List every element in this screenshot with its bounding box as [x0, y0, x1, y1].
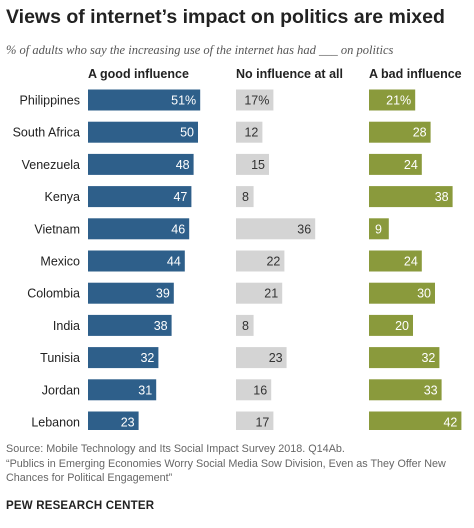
bar-none: [236, 379, 272, 401]
data-label-good: 48: [176, 158, 190, 172]
bar-none: [236, 314, 254, 336]
report-title-note: “Publics in Emerging Economies Worry Soc…: [6, 458, 446, 484]
data-label-none: 17%: [244, 94, 269, 108]
chart-subtitle: % of adults who say the increasing use o…: [6, 43, 394, 57]
bar-bad: [369, 250, 422, 272]
category-label: Philippines: [20, 94, 80, 108]
data-label-none: 16: [253, 383, 267, 397]
data-label-none: 21: [264, 287, 278, 301]
category-label: Vietnam: [34, 222, 80, 236]
bar-good: [88, 121, 198, 143]
bar-good: [88, 347, 159, 369]
data-label-good: 38: [154, 319, 168, 333]
data-label-bad: 33: [424, 383, 438, 397]
bar-bad: [369, 411, 462, 430]
data-label-good: 51%: [171, 94, 196, 108]
category-label: Colombia: [27, 287, 80, 301]
bar-good: [88, 379, 157, 401]
bar-bad: [369, 282, 435, 304]
bar-chart: A good influence No influence at all A bad…: [13, 67, 462, 430]
data-label-none: 36: [297, 222, 311, 236]
bar-bad: [369, 379, 442, 401]
bar-bad: [369, 153, 422, 175]
data-label-good: 23: [121, 416, 135, 430]
bar-bad: [369, 89, 416, 111]
bar-good: [88, 250, 185, 272]
category-label: Venezuela: [22, 158, 80, 172]
category-label: Mexico: [40, 255, 80, 269]
data-label-bad: 24: [404, 255, 418, 269]
data-label-none: 17: [255, 416, 269, 430]
data-label-none: 15: [251, 158, 265, 172]
bar-good: [88, 218, 190, 240]
data-label-good: 31: [138, 383, 152, 397]
bar-bad: [369, 218, 389, 240]
data-label-bad: 32: [421, 351, 435, 365]
bar-none: [236, 218, 316, 240]
bar-bad: [369, 186, 453, 208]
bar-bad: [369, 347, 440, 369]
bar-good: [88, 282, 174, 304]
data-label-bad: 30: [417, 287, 431, 301]
bar-good: [88, 186, 192, 208]
bar-none: [236, 186, 254, 208]
data-label-bad: 20: [395, 319, 409, 333]
legend-label-good: A good influence: [88, 67, 189, 81]
bar-none: [236, 347, 287, 369]
bar-none: [236, 411, 274, 430]
category-label: Tunisia: [40, 351, 80, 365]
bar-good: [88, 153, 194, 175]
data-label-none: 8: [242, 190, 249, 204]
data-label-bad: 28: [413, 126, 427, 140]
data-label-good: 32: [140, 351, 154, 365]
category-label: Kenya: [45, 190, 80, 204]
data-label-good: 47: [173, 190, 187, 204]
chart-title: Views of internet’s impact on politics a…: [6, 6, 445, 28]
legend-label-none: No influence at all: [236, 67, 343, 81]
bar-good: [88, 314, 172, 336]
data-label-bad: 24: [404, 158, 418, 172]
data-label-good: 50: [180, 126, 194, 140]
bar-none: [236, 282, 283, 304]
category-label: India: [53, 319, 80, 333]
bar-none: [236, 250, 285, 272]
bar-none: [236, 153, 269, 175]
bar-none: [236, 121, 263, 143]
bar-bad: [369, 121, 431, 143]
legend-label-bad: A bad influence: [369, 67, 462, 81]
data-label-none: 23: [269, 351, 283, 365]
source-note: Source: Mobile Technology and Its Social…: [6, 443, 345, 455]
bar-none: [236, 89, 274, 111]
data-label-bad: 9: [375, 222, 382, 236]
data-label-bad: 38: [435, 190, 449, 204]
data-label-good: 46: [171, 222, 185, 236]
data-label-good: 39: [156, 287, 170, 301]
data-label-bad: 21%: [386, 94, 411, 108]
data-label-none: 22: [266, 255, 280, 269]
bar-good: [88, 411, 139, 430]
data-label-good: 44: [167, 255, 181, 269]
category-label: South Africa: [13, 126, 80, 140]
bar-bad: [369, 314, 413, 336]
data-label-none: 8: [242, 319, 249, 333]
category-label: Lebanon: [31, 416, 80, 430]
bar-good: [88, 89, 201, 111]
data-label-bad: 42: [443, 416, 457, 430]
organization-name: PEW RESEARCH CENTER: [6, 500, 155, 512]
category-label: Jordan: [42, 383, 80, 397]
data-label-none: 12: [244, 126, 258, 140]
